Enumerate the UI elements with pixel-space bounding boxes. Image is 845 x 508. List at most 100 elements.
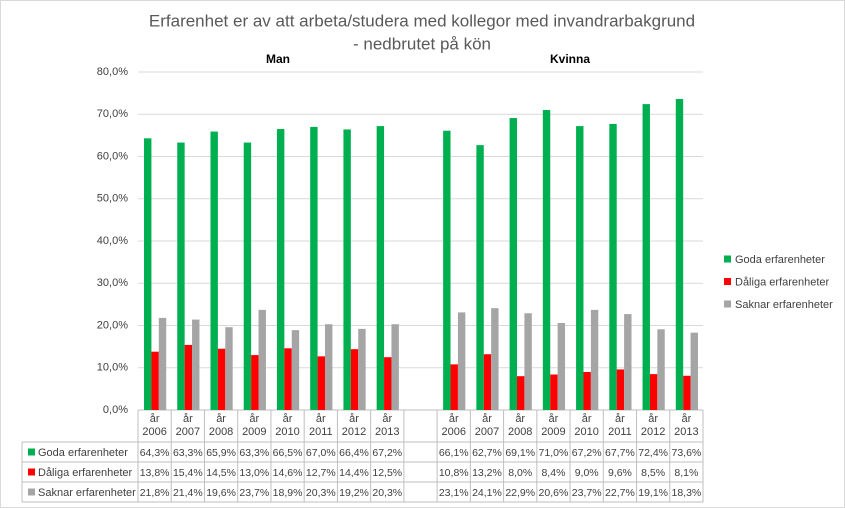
bar bbox=[517, 376, 525, 410]
x-tick-label: år 2010 bbox=[574, 413, 599, 438]
bar bbox=[151, 351, 159, 410]
table-value: 22,9% bbox=[505, 487, 535, 499]
table-value: 19,6% bbox=[206, 487, 236, 499]
x-tick-label: år 2008 bbox=[507, 413, 533, 438]
table-value: 18,9% bbox=[273, 487, 303, 499]
bar bbox=[590, 309, 599, 410]
bar bbox=[509, 118, 518, 411]
bar bbox=[251, 355, 259, 410]
table-value: 14,6% bbox=[273, 467, 303, 479]
bar bbox=[550, 374, 558, 410]
x-tick-label: år 2013 bbox=[375, 413, 400, 438]
bar bbox=[310, 126, 318, 411]
bar bbox=[324, 324, 333, 410]
table-value: 9,0% bbox=[575, 467, 599, 479]
x-tick-label: år 2013 bbox=[674, 413, 699, 438]
table-value: 67,2% bbox=[372, 447, 402, 459]
table-legend-key bbox=[28, 468, 35, 476]
table-value: 20,3% bbox=[306, 487, 336, 499]
bar bbox=[384, 357, 392, 410]
legend-key bbox=[724, 278, 731, 285]
legend-label: Saknar erfarenheter bbox=[735, 299, 833, 311]
table-value: 72,4% bbox=[638, 447, 668, 459]
x-tick-label: år 2010 bbox=[275, 413, 300, 438]
x-tick-label: år 2011 bbox=[608, 413, 632, 438]
bar bbox=[177, 142, 185, 410]
bar bbox=[243, 142, 252, 410]
bar bbox=[576, 126, 584, 410]
bar bbox=[642, 104, 650, 411]
table-value: 65,9% bbox=[206, 447, 236, 459]
bar bbox=[457, 312, 466, 410]
bar bbox=[350, 349, 359, 410]
table-series-name: Goda erfarenheter bbox=[38, 447, 128, 459]
table-value: 67,7% bbox=[605, 447, 635, 459]
bar bbox=[317, 356, 325, 410]
bar bbox=[158, 317, 167, 410]
bar bbox=[376, 126, 385, 410]
x-tick-label: år 2008 bbox=[208, 413, 234, 438]
bar bbox=[450, 364, 458, 410]
y-tick-label: 10,0% bbox=[97, 362, 128, 374]
bar bbox=[291, 330, 300, 410]
table-value: 19,2% bbox=[339, 487, 369, 499]
bar bbox=[343, 129, 351, 410]
table-value: 15,4% bbox=[173, 467, 203, 479]
table-legend-key bbox=[28, 448, 35, 456]
group-label: Man bbox=[266, 52, 290, 66]
table-value: 23,7% bbox=[572, 487, 602, 499]
legend-label: Goda erfarenheter bbox=[735, 254, 825, 266]
y-tick-label: 50,0% bbox=[97, 193, 128, 205]
table-value: 66,1% bbox=[439, 447, 469, 459]
bar bbox=[184, 344, 193, 410]
y-tick-label: 30,0% bbox=[97, 277, 128, 289]
bar bbox=[225, 327, 233, 410]
table-value: 14,5% bbox=[206, 467, 236, 479]
table-value: 13,2% bbox=[472, 467, 502, 479]
table-series-name: Dåliga erfarenheter bbox=[38, 467, 133, 479]
chart-title: Erfarenhet er av att arbeta/studera med … bbox=[149, 11, 695, 30]
table-value: 8,1% bbox=[674, 467, 698, 479]
table-value: 19,1% bbox=[638, 487, 668, 499]
x-tick-label: år 2009 bbox=[541, 413, 566, 438]
bar bbox=[675, 99, 684, 410]
bar bbox=[649, 374, 658, 410]
legend-label: Dåliga erfarenheter bbox=[735, 276, 830, 288]
bar bbox=[391, 324, 399, 410]
table-value: 21,8% bbox=[140, 487, 170, 499]
y-tick-label: 80,0% bbox=[97, 66, 128, 78]
table-value: 8,0% bbox=[508, 467, 532, 479]
table-series-name: Saknar erfarenheter bbox=[38, 487, 136, 499]
table-value: 21,4% bbox=[173, 487, 203, 499]
table-value: 66,4% bbox=[339, 447, 369, 459]
table-value: 62,7% bbox=[472, 447, 502, 459]
bar bbox=[258, 309, 266, 410]
bar bbox=[624, 314, 632, 410]
table-value: 20,3% bbox=[372, 487, 402, 499]
x-tick-label: år 2011 bbox=[308, 413, 333, 438]
legend-key bbox=[724, 300, 731, 308]
table-value: 12,7% bbox=[306, 467, 336, 479]
bar bbox=[192, 319, 200, 410]
y-tick-label: 20,0% bbox=[97, 319, 128, 331]
table-value: 18,3% bbox=[671, 487, 701, 499]
table-value: 13,8% bbox=[140, 467, 170, 479]
table-value: 69,1% bbox=[505, 447, 535, 459]
bar bbox=[557, 322, 566, 410]
table-value: 67,2% bbox=[572, 447, 602, 459]
bar bbox=[683, 375, 691, 410]
y-tick-label: 60,0% bbox=[97, 150, 128, 162]
y-tick-label: 0,0% bbox=[103, 404, 128, 416]
x-tick-label: år 2009 bbox=[242, 413, 267, 438]
legend-key bbox=[724, 255, 731, 263]
x-tick-label: år 2007 bbox=[474, 413, 500, 438]
table-value: 64,3% bbox=[140, 447, 170, 459]
bar bbox=[210, 131, 218, 410]
x-tick-label: år 2012 bbox=[341, 413, 367, 438]
table-value: 14,4% bbox=[339, 467, 369, 479]
y-tick-label: 40,0% bbox=[97, 235, 128, 247]
bar bbox=[443, 130, 451, 411]
group-label: Kvinna bbox=[550, 52, 590, 66]
table-value: 24,1% bbox=[472, 487, 502, 499]
